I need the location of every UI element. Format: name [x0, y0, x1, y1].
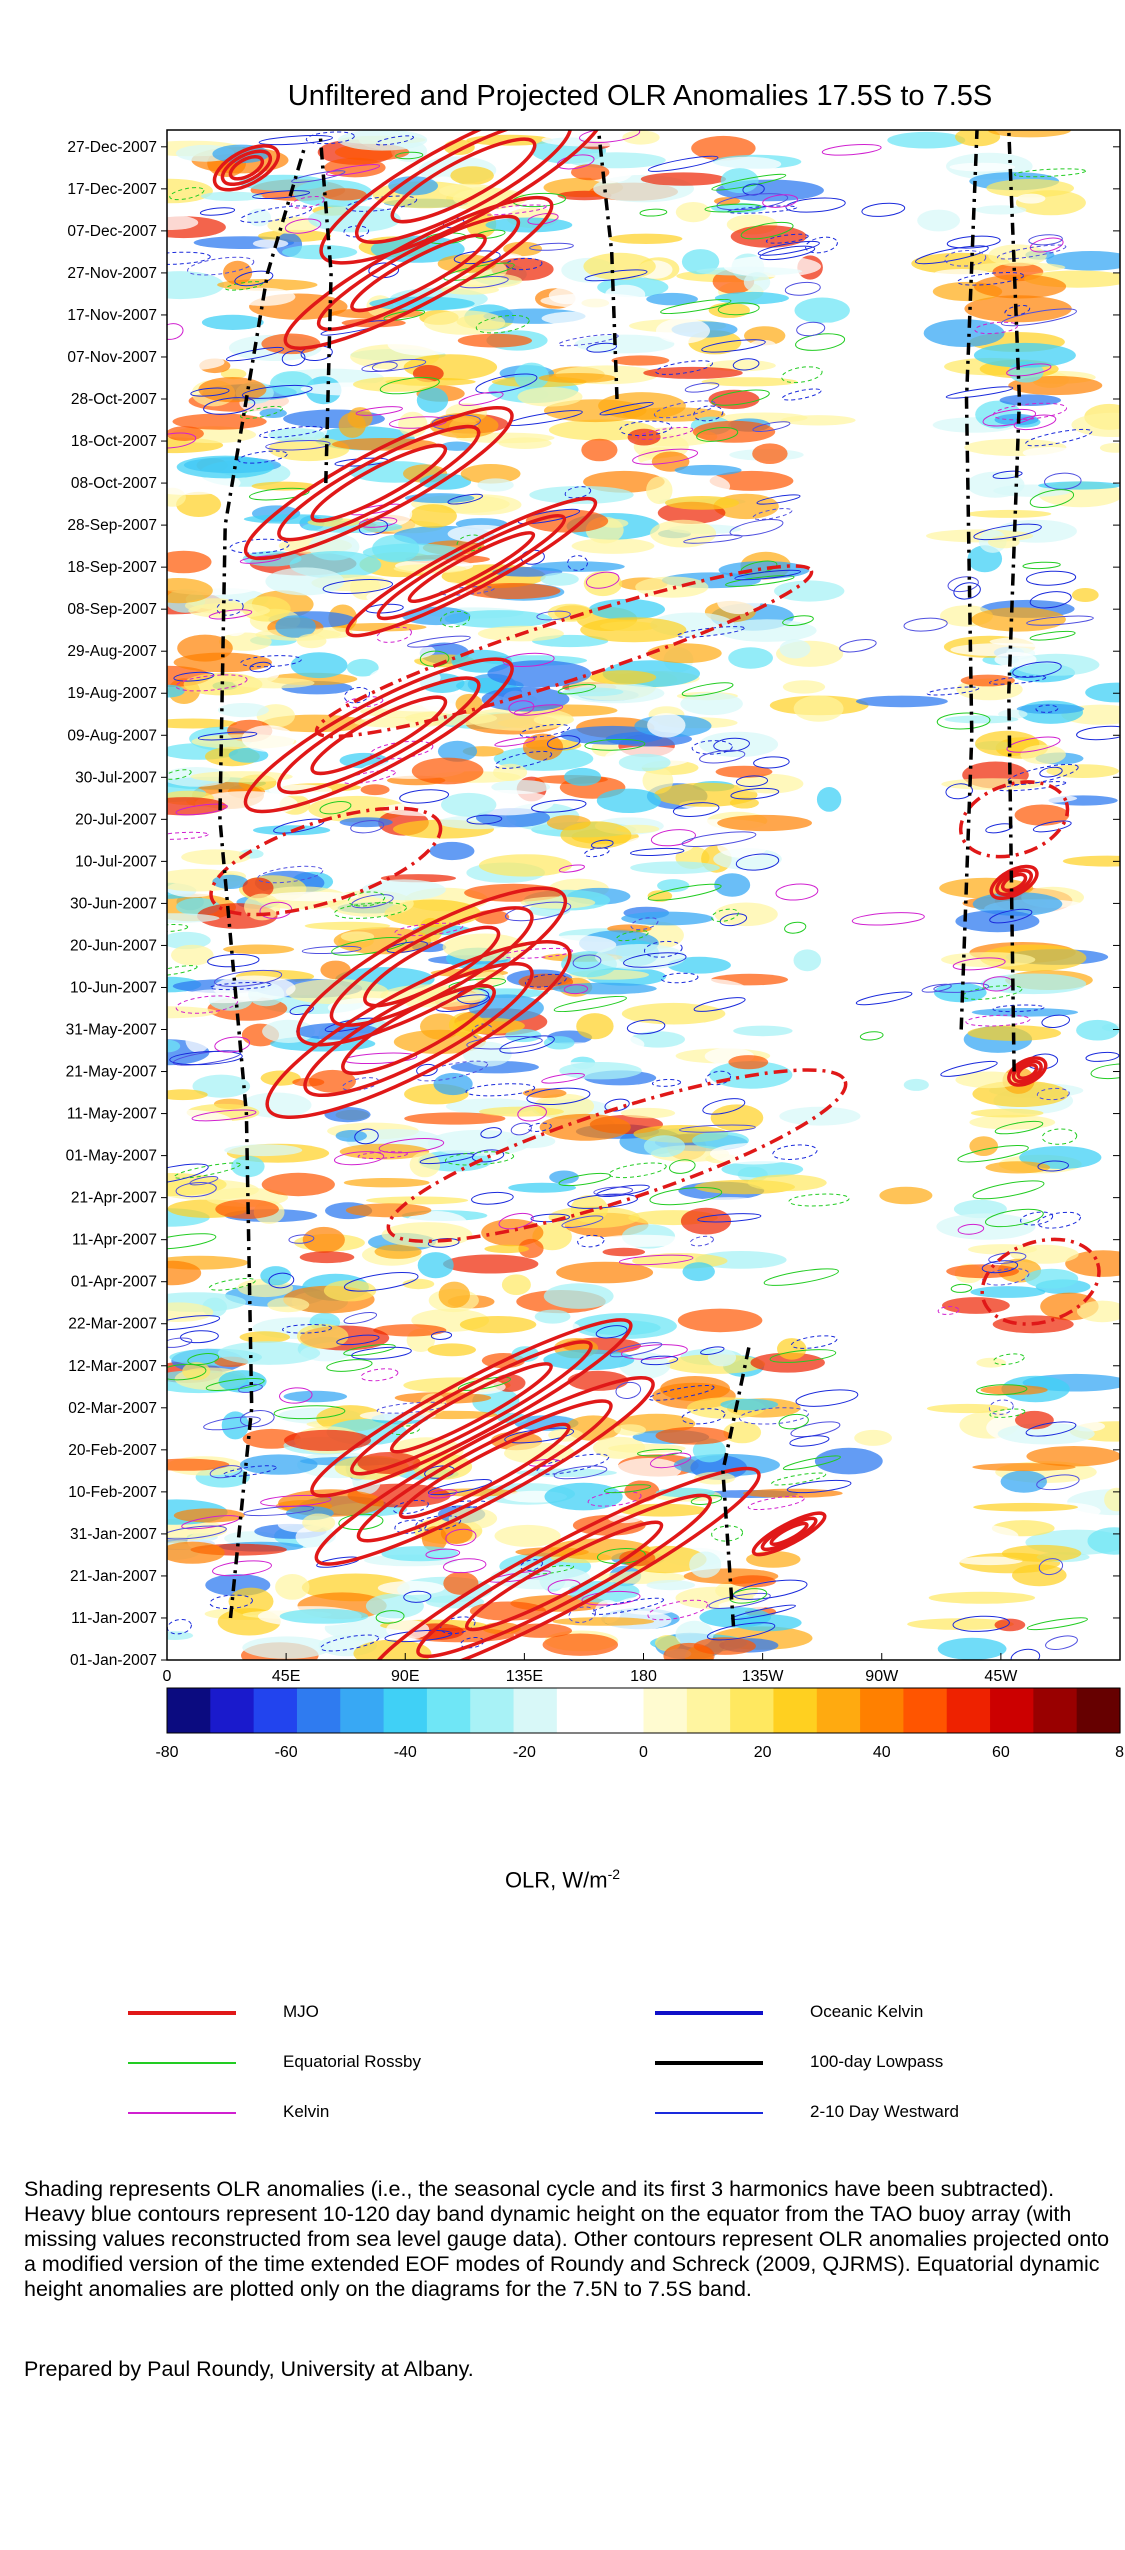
y-tick-label: 01-Jan-2007	[70, 1652, 157, 1669]
y-tick-label: 28-Sep-2007	[67, 517, 157, 534]
chart-title: Unfiltered and Projected OLR Anomalies 1…	[287, 80, 993, 112]
x-tick-label: 90W	[865, 1668, 899, 1685]
y-tick-label: 27-Dec-2007	[67, 139, 157, 156]
caption: Shading represents OLR anomalies (i.e., …	[24, 2177, 1110, 2301]
colorbar-swatch	[946, 1688, 991, 1733]
y-tick-label: 11-Apr-2007	[72, 1232, 157, 1249]
colorbar-swatch	[253, 1688, 298, 1733]
olr-anomaly-shading	[167, 130, 1120, 1660]
colorbar-tick-label: 60	[992, 1744, 1010, 1761]
colorbar-swatch	[210, 1688, 255, 1733]
x-tick-label: 45W	[984, 1668, 1018, 1685]
colorbar-swatch	[773, 1688, 818, 1733]
colorbar-swatch	[340, 1688, 385, 1733]
y-tick-label: 20-Jun-2007	[70, 937, 157, 954]
x-axis: 0 45E 90E 135E 180 135W 90W 45W	[163, 1653, 1018, 1685]
y-tick-label: 08-Oct-2007	[71, 475, 157, 492]
colorbar-swatch	[426, 1688, 471, 1733]
y-tick-label: 07-Nov-2007	[67, 349, 157, 366]
colorbar-swatch	[167, 1688, 211, 1733]
x-tick-label: 0	[163, 1668, 172, 1685]
colorbar: -80 -60 -40 -20 0 20 40 60 8	[155, 1687, 1124, 1761]
colorbar-swatch	[860, 1688, 905, 1733]
y-tick-label: 11-Jan-2007	[71, 1610, 157, 1627]
y-tick-label: 09-Aug-2007	[67, 727, 157, 744]
colorbar-swatch	[1076, 1688, 1121, 1733]
colorbar-tick-label: 20	[754, 1744, 772, 1761]
y-axis: 01-Jan-2007 11-Jan-2007 21-Jan-2007 31-Jan-…	[66, 139, 1120, 1669]
legend-swatch	[655, 2011, 763, 2015]
colorbar-swatch	[513, 1688, 558, 1733]
colorbar-tick-label: -80	[155, 1744, 178, 1761]
colorbar-swatch	[816, 1688, 861, 1733]
y-tick-label: 17-Dec-2007	[67, 181, 157, 198]
colorbar-tick-label: -20	[513, 1744, 536, 1761]
x-tick-label: 180	[630, 1668, 657, 1685]
legend-swatch	[655, 2061, 763, 2065]
colorbar-swatch	[903, 1688, 948, 1733]
x-tick-label: 45E	[272, 1668, 300, 1685]
colorbar-tick-label: 40	[873, 1744, 891, 1761]
y-tick-label: 21-May-2007	[66, 1064, 157, 1081]
y-tick-label: 31-Jan-2007	[70, 1526, 157, 1543]
y-tick-label: 01-May-2007	[66, 1148, 157, 1165]
y-tick-label: 28-Oct-2007	[71, 391, 157, 408]
colorbar-swatch	[383, 1688, 428, 1733]
y-tick-label: 30-Jul-2007	[75, 769, 157, 786]
legend-label: 2-10 Day Westward	[810, 2102, 959, 2121]
colorbar-swatch	[470, 1688, 515, 1733]
colorbar-swatch	[600, 1688, 645, 1733]
y-tick-label: 12-Mar-2007	[68, 1358, 157, 1375]
colorbar-label: OLR, W/m-2	[504, 1866, 621, 1893]
y-tick-label: 30-Jun-2007	[70, 895, 157, 912]
colorbar-tick-label: -60	[275, 1744, 298, 1761]
hovmoller-chart: 01-Jan-2007 11-Jan-2007 21-Jan-2007 31-Jan-…	[66, 129, 1124, 1761]
legend-label: Oceanic Kelvin	[810, 2002, 924, 2021]
colorbar-tick-label: -40	[394, 1744, 417, 1761]
legend-label: MJO	[283, 2002, 319, 2021]
colorbar-swatch	[686, 1688, 731, 1733]
y-tick-label: 01-Apr-2007	[71, 1274, 157, 1291]
colorbar-swatch	[990, 1688, 1034, 1733]
legend-label: Kelvin	[283, 2102, 330, 2121]
y-tick-label: 29-Aug-2007	[67, 643, 157, 660]
y-tick-label: 17-Nov-2007	[67, 307, 157, 324]
legend-label: 100-day Lowpass	[810, 2052, 944, 2071]
colorbar-swatch	[643, 1688, 688, 1733]
colorbar-tick-label: 0	[639, 1744, 648, 1761]
y-tick-label: 31-May-2007	[66, 1022, 157, 1039]
y-tick-label: 19-Aug-2007	[67, 685, 157, 702]
credit: Prepared by Paul Roundy, University at A…	[24, 2357, 474, 2381]
colorbar-tick-label: 8	[1115, 1744, 1124, 1761]
legend-swatch	[128, 2011, 236, 2015]
y-tick-label: 20-Jul-2007	[75, 811, 157, 828]
y-tick-label: 21-Apr-2007	[71, 1190, 157, 1207]
colorbar-swatch	[556, 1688, 601, 1733]
legend-swatch	[128, 2112, 236, 2114]
y-tick-label: 22-Mar-2007	[68, 1316, 157, 1333]
y-tick-label: 08-Sep-2007	[67, 601, 157, 618]
legend: MJO Equatorial Rossby Kelvin Oceanic Kelvin…	[0, 1985, 1125, 2135]
legend-label: Equatorial Rossby	[283, 2052, 421, 2071]
y-tick-label: 02-Mar-2007	[68, 1400, 157, 1417]
x-tick-label: 90E	[391, 1668, 419, 1685]
y-tick-label: 27-Nov-2007	[67, 265, 157, 282]
legend-swatch	[655, 2112, 763, 2114]
x-tick-label: 135E	[506, 1668, 543, 1685]
y-tick-label: 07-Dec-2007	[67, 223, 157, 240]
x-tick-label: 135W	[742, 1668, 785, 1685]
y-tick-label: 10-Jul-2007	[75, 853, 157, 870]
y-tick-label: 20-Feb-2007	[68, 1442, 157, 1459]
y-tick-label: 11-May-2007	[67, 1106, 157, 1123]
y-tick-label: 21-Jan-2007	[70, 1568, 157, 1585]
projected-olr-contours	[167, 130, 1120, 1660]
colorbar-swatch	[730, 1688, 775, 1733]
legend-swatch	[128, 2062, 236, 2064]
y-tick-label: 10-Feb-2007	[68, 1484, 157, 1501]
y-tick-label: 18-Sep-2007	[67, 559, 157, 576]
colorbar-swatch	[1033, 1688, 1078, 1733]
colorbar-swatch	[296, 1688, 341, 1733]
y-tick-label: 10-Jun-2007	[70, 979, 157, 996]
y-tick-label: 18-Oct-2007	[71, 433, 157, 450]
